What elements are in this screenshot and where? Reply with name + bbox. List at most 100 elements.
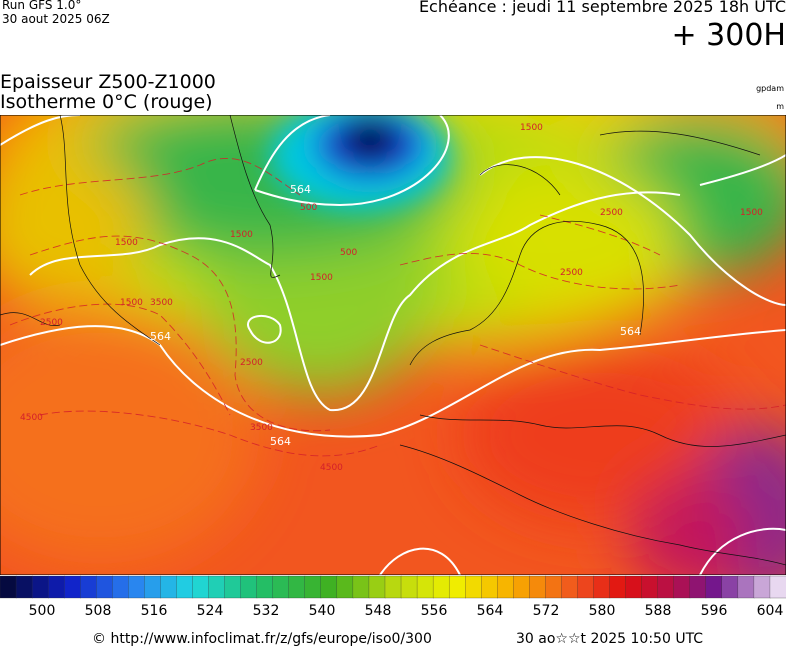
colorbar-cell (545, 575, 563, 599)
colorbar-cell (641, 575, 659, 599)
colorbar: 500 508 516 524 532 540 548 556 564 572 580 588 596 6… (0, 575, 786, 619)
colorbar-cell (64, 575, 81, 599)
freezing-level-contours (9, 157, 786, 457)
colorbar-cell (31, 575, 49, 599)
colorbar-label: 564 (477, 603, 504, 619)
colorbar-cell (15, 575, 33, 599)
coastlines (0, 115, 786, 566)
colorbar-cell (625, 575, 643, 599)
contour-label: 1500 (230, 230, 253, 240)
thickness-contours (0, 115, 786, 575)
colorbar-cell (288, 575, 306, 599)
colorbar-cell (769, 575, 786, 599)
colorbar-cell (80, 575, 97, 599)
colorbar-label: 604 (757, 603, 784, 619)
colorbar-label: 556 (421, 603, 448, 619)
colorbar-cell (609, 575, 627, 599)
colorbar-cell (240, 575, 258, 599)
colorbar-cell (304, 575, 322, 599)
colorbar-cell (192, 575, 210, 599)
colorbar-label: 532 (253, 603, 280, 619)
colorbar-label: 516 (141, 603, 168, 619)
contour-label: 1500 (120, 298, 143, 308)
colorbar-label: 572 (533, 603, 560, 619)
colorbar-cell (448, 575, 466, 599)
run-label: Run GFS 1.0° (2, 0, 82, 12)
colorbar-cell (336, 575, 354, 599)
colorbar-cell (368, 575, 386, 599)
colorbar-cell (208, 575, 226, 599)
source-url: © http://www.infoclimat.fr/z/gfs/europe/… (92, 631, 432, 647)
colorbar-cell (320, 575, 338, 599)
title-line1: Epaisseur Z500-Z1000 (0, 71, 216, 93)
colorbar-cell (513, 575, 530, 599)
colorbar-label: 540 (309, 603, 336, 619)
colorbar-cell (753, 575, 771, 599)
contour-label: 1500 (115, 238, 138, 248)
contour-label: 500 (340, 248, 357, 258)
contour-label: 2500 (240, 358, 263, 368)
colorbar-cell (593, 575, 611, 599)
colorbar-cell (737, 575, 755, 599)
unit-label: m (776, 102, 784, 111)
contour-label: 564 (270, 435, 291, 448)
colorbar-cell (144, 575, 162, 599)
contour-label: 3500 (150, 298, 173, 308)
colorbar-cell (112, 575, 129, 599)
contour-label: 1500 (740, 208, 763, 218)
contour-label: 1500 (520, 123, 543, 133)
colorbar-cell (160, 575, 178, 599)
colorbar-cell (673, 575, 691, 599)
unit-label: gpdam (756, 84, 784, 93)
colorbar-cell (705, 575, 723, 599)
contour-label: 4500 (20, 413, 43, 423)
run-date: 30 aout 2025 06Z (2, 12, 110, 26)
colorbar-label: 500 (29, 603, 56, 619)
colorbar-cell (96, 575, 113, 599)
colorbar-cell (481, 575, 498, 599)
colorbar-cell (529, 575, 547, 599)
contour-label: 2500 (600, 208, 623, 218)
contour-label: 500 (300, 203, 317, 213)
colorbar-cell (432, 575, 450, 599)
contour-label: 564 (620, 325, 641, 338)
colorbar-cell (176, 575, 194, 599)
colorbar-cell (416, 575, 434, 599)
colorbar-cell (256, 575, 274, 599)
colorbar-cell (47, 575, 65, 599)
colorbar-cell (0, 575, 17, 599)
title-line2: Isotherme 0°C (rouge) (0, 91, 213, 113)
contour-label: 564 (290, 183, 311, 196)
contour-label: 4500 (320, 463, 343, 473)
colorbar-label: 548 (365, 603, 392, 619)
colorbar-cell (657, 575, 675, 599)
map: 564 564 564 564 1500 1500 1500 1500 1500 1500 2500… (0, 115, 786, 575)
colorbar-cell (577, 575, 595, 599)
contour-label: 2500 (560, 268, 583, 278)
colorbar-label: 588 (645, 603, 672, 619)
colorbar-cell (128, 575, 146, 599)
colorbar-cell (721, 575, 739, 599)
colorbar-cell (561, 575, 579, 599)
colorbar-cell (497, 575, 514, 599)
colorbar-cell (465, 575, 482, 599)
colorbar-label: 524 (197, 603, 224, 619)
contour-label: 2500 (40, 318, 63, 328)
contour-label: 564 (150, 330, 171, 343)
contour-labels: 564 564 564 564 1500 1500 1500 1500 1500 1500 2500… (20, 123, 763, 473)
colorbar-cell (272, 575, 290, 599)
colorbar-cell (689, 575, 707, 599)
colorbar-label: 596 (701, 603, 728, 619)
lead-time: + 300H (671, 18, 786, 53)
colorbar-cell (384, 575, 402, 599)
colorbar-cell (224, 575, 242, 599)
thickness-field: 564 564 564 564 1500 1500 1500 1500 1500 1500 2500… (0, 115, 786, 575)
colorbar-label: 508 (85, 603, 112, 619)
colorbar-cell (400, 575, 418, 599)
contour-label: 1500 (310, 273, 333, 283)
generated-time: 30 ao☆☆t 2025 10:50 UTC (516, 631, 704, 647)
valid-time: Echéance : jeudi 11 septembre 2025 18h U… (418, 0, 786, 16)
colorbar-label: 580 (589, 603, 616, 619)
colorbar-cell (352, 575, 370, 599)
